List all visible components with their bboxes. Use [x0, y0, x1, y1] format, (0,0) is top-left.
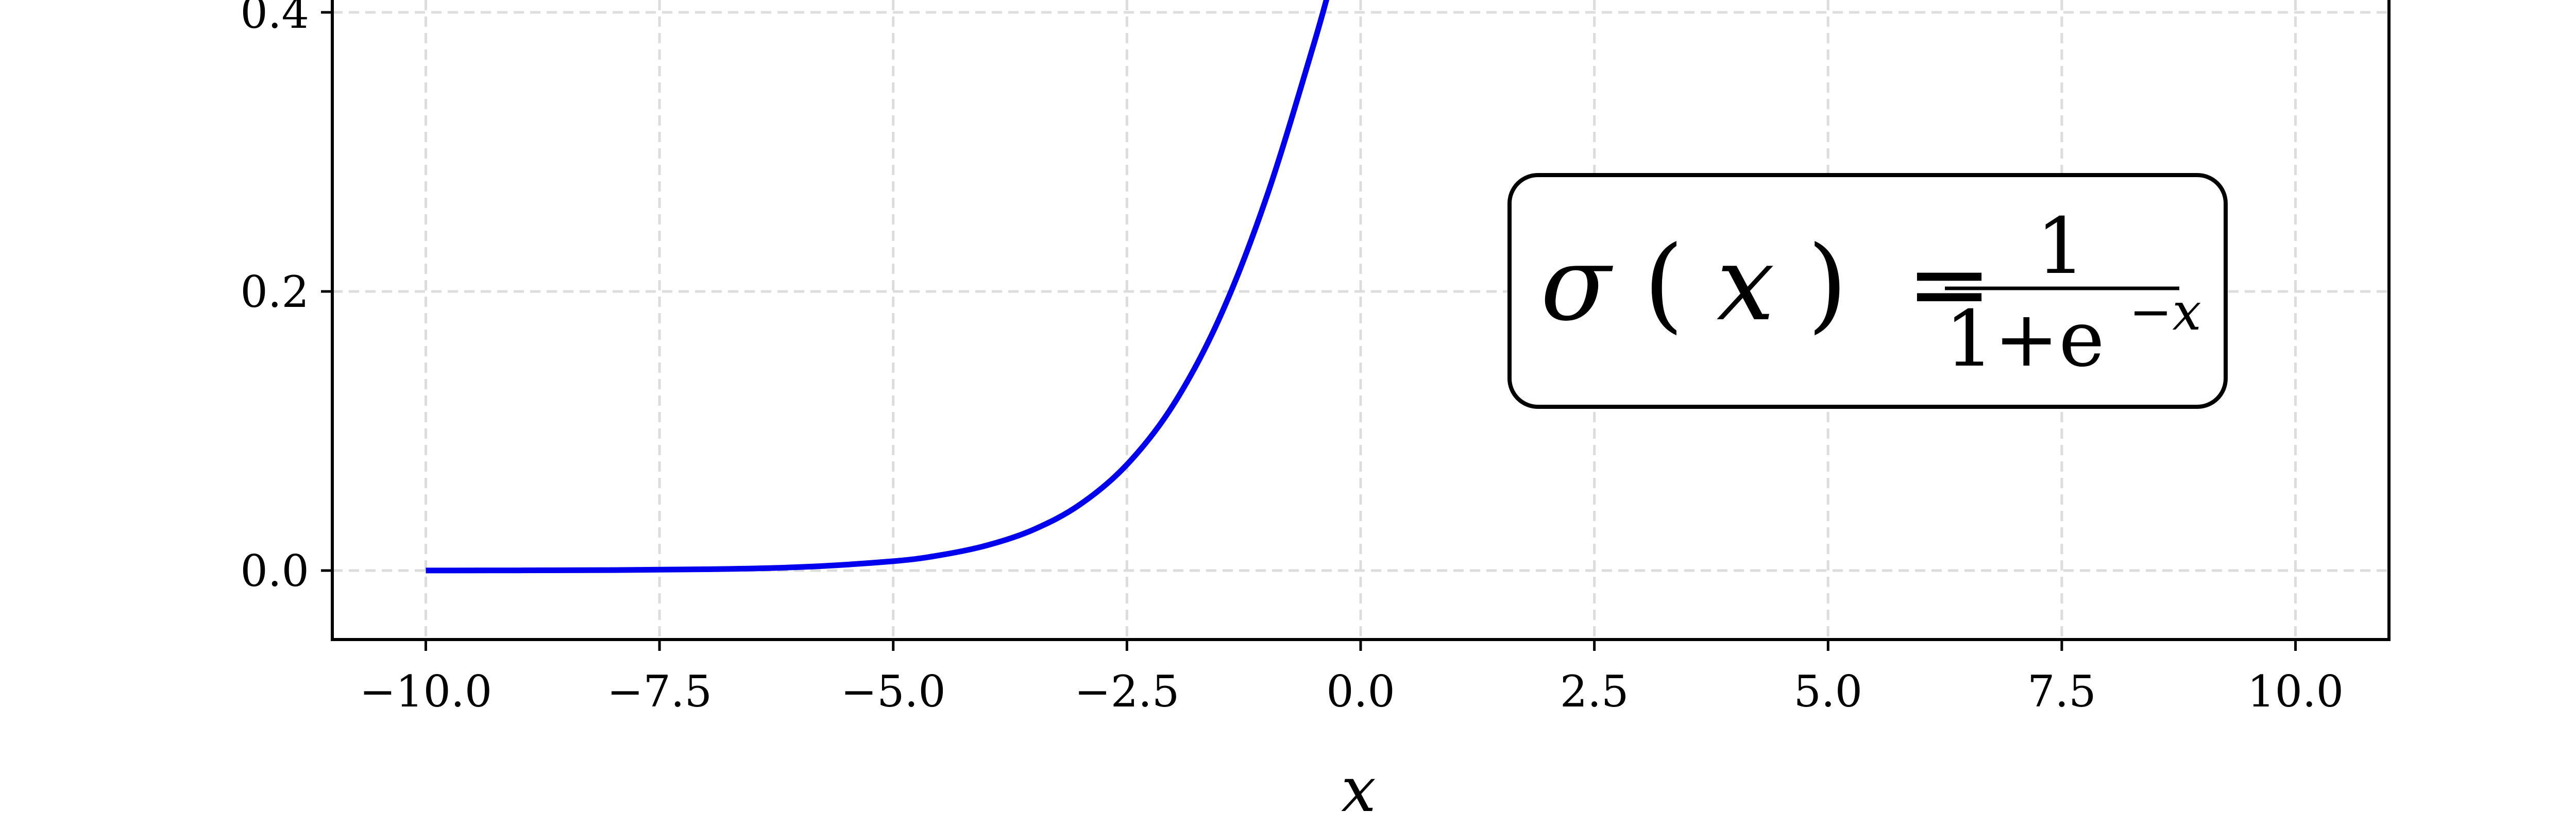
x-tick-label: −2.5: [1074, 666, 1179, 717]
x-tick-label: 0.0: [1326, 666, 1395, 717]
x-tick-label: 7.5: [2027, 666, 2096, 717]
sigmoid-line: [426, 0, 1330, 574]
x-tick-label: 10.0: [2247, 666, 2344, 717]
x-tick-label: 2.5: [1560, 666, 1629, 717]
ticks: −10.0 −7.5 −5.0 −2.5 0.0 2.5 5.0 7.5 10.0 0.0 0.2 0…: [240, 0, 2344, 717]
formula-denominator: 1+e −x: [1945, 282, 2201, 384]
formula-denominator-base: 1+e: [1945, 295, 2105, 384]
x-tick-label: 5.0: [1793, 666, 1862, 717]
formula-lhs: σ ( x ) =: [1540, 224, 1992, 344]
x-tick-label: −5.0: [841, 666, 946, 717]
formula-var: x: [1717, 224, 1775, 344]
formula-close-paren: ): [1807, 224, 1848, 344]
y-tick-label: 0.2: [240, 267, 309, 317]
x-tick-label: −10.0: [360, 666, 492, 717]
formula-equals: =: [1906, 224, 1993, 344]
formula-box: [1507, 173, 2228, 409]
y-tick-label: 0.0: [240, 546, 309, 596]
y-tick-label: 0.4: [240, 0, 309, 38]
formula-open-paren: (: [1643, 224, 1684, 344]
formula-numerator: 1: [2036, 202, 2085, 291]
x-axis-label: x: [1341, 754, 1376, 826]
x-tick-label: −7.5: [607, 666, 712, 717]
formula-annotation: σ ( x ) = 1 1+e −x: [1507, 173, 2228, 409]
curve-layer: [426, 0, 1330, 574]
formula-denominator-exp: −x: [2129, 282, 2201, 342]
formula-sigma: σ: [1540, 224, 1614, 344]
